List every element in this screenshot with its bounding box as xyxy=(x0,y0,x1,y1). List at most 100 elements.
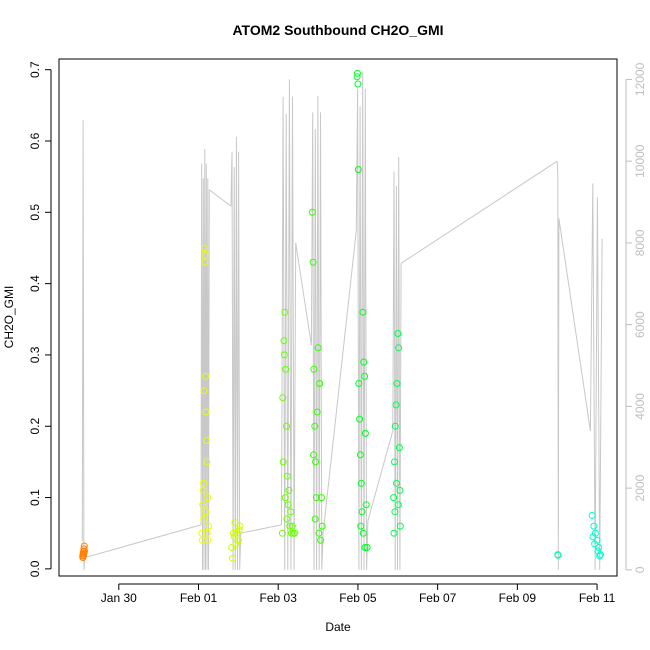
ch2o-point xyxy=(235,526,243,534)
altitude-flight-line xyxy=(589,183,603,570)
ch2o-point xyxy=(278,529,286,537)
ch2o-point xyxy=(590,522,598,530)
y-tick-label: 0.7 xyxy=(28,61,42,78)
altitude-transit-line xyxy=(558,218,591,431)
ch2o-point xyxy=(229,554,236,562)
chart-title: ATOM2 Southbound CH2O_GMI xyxy=(232,22,443,38)
ch2o-point xyxy=(284,501,292,509)
ch2o-point xyxy=(283,422,290,430)
y-tick-label: 0.3 xyxy=(28,346,42,363)
ch2o-point xyxy=(236,522,244,530)
ch2o-point xyxy=(279,394,287,402)
ch2o-point xyxy=(310,365,318,373)
ch2o-point xyxy=(394,330,402,337)
x-tick-label: Feb 01 xyxy=(180,591,218,605)
y-tick-label: 0.4 xyxy=(28,275,42,292)
ch2o-point xyxy=(199,486,207,494)
altitude-series xyxy=(81,71,603,570)
ch2o-point xyxy=(291,529,299,537)
ch2o-point xyxy=(358,508,366,516)
ch2o-point xyxy=(202,372,210,380)
x-tick-label: Feb 03 xyxy=(260,591,298,605)
ch2o-point xyxy=(361,544,369,551)
y-tick-label: 0.5 xyxy=(28,204,42,221)
ch2o-point xyxy=(283,515,291,523)
plot-frame xyxy=(58,58,618,577)
ch2o-point xyxy=(202,408,210,416)
ch2o-point xyxy=(595,544,603,551)
ch2o-point xyxy=(199,501,207,509)
altitude-transit-line xyxy=(84,524,202,559)
ch2o-point xyxy=(201,258,209,266)
ch2o-point xyxy=(283,472,291,480)
ch2o-point xyxy=(281,494,289,502)
ch2o-point xyxy=(205,522,212,530)
ch2o-point xyxy=(554,551,562,559)
ch2o-point xyxy=(317,536,325,544)
ch2o-point xyxy=(355,380,363,387)
ch2o-point xyxy=(229,529,237,537)
altitude-transit-line xyxy=(400,160,558,264)
ch2o-point xyxy=(361,429,369,437)
ch2o-point xyxy=(354,80,362,88)
y-tick-label: 0.2 xyxy=(28,418,42,435)
ch2o-point xyxy=(589,533,597,541)
ch2o-point xyxy=(357,479,365,487)
ch2o-point xyxy=(285,486,293,494)
x-tick-label: Feb 11 xyxy=(579,591,616,605)
ch2o-point xyxy=(353,73,361,81)
ch2o-point xyxy=(202,508,210,516)
ch2o-point xyxy=(200,387,208,395)
ch2o-point xyxy=(203,529,211,537)
ch2o-point xyxy=(314,344,322,352)
altitude-flight-line xyxy=(392,157,402,570)
right-y-tick-label: 0 xyxy=(633,566,647,573)
ch2o-point xyxy=(282,365,290,373)
ch2o-point xyxy=(204,494,212,502)
altitude-transit-line xyxy=(295,242,312,346)
ch2o-point xyxy=(231,519,239,526)
ch2o-point xyxy=(393,479,400,487)
ch2o-point xyxy=(596,552,604,560)
altitude-transit-line xyxy=(208,189,232,207)
ch2o-point xyxy=(204,536,212,544)
ch2o-point xyxy=(312,458,320,466)
ch2o-point xyxy=(288,522,296,530)
altitude-flight-line xyxy=(310,95,324,570)
ch2o-point xyxy=(361,372,369,380)
ch2o-point xyxy=(594,547,602,555)
right-y-tick-label: 6000 xyxy=(633,311,647,338)
altitude-transit-line xyxy=(322,230,357,534)
ch2o-point xyxy=(309,258,317,266)
ch2o-point xyxy=(317,494,325,502)
ch2o-point xyxy=(357,522,365,530)
ch2o-point xyxy=(316,380,324,387)
ch2o-point xyxy=(308,208,316,216)
ch2o-point xyxy=(362,501,370,509)
ch2o-point xyxy=(232,540,240,548)
ch2o-point xyxy=(80,542,88,550)
ch2o-point xyxy=(228,544,236,551)
ch2o-point xyxy=(310,451,317,459)
altitude-flight-line xyxy=(281,79,297,570)
ch2o-point xyxy=(394,501,402,509)
altitude-flight-line xyxy=(355,71,369,570)
ch2o-point xyxy=(356,451,364,459)
right-y-tick-label: 4000 xyxy=(633,393,647,420)
ch2o-point xyxy=(354,69,361,77)
x-tick-label: Jan 30 xyxy=(101,591,137,605)
ch2o-point xyxy=(281,308,289,316)
right-y-tick-label: 10000 xyxy=(633,144,647,178)
y-tick-label: 0.1 xyxy=(28,489,42,506)
ch2o-point xyxy=(391,508,399,516)
ch2o-point xyxy=(391,422,399,430)
right-y-tick-label: 8000 xyxy=(633,229,647,256)
ch2o-point xyxy=(591,540,599,548)
x-axis: Jan 30 Feb 01 Feb 03 Feb 05 Feb 07 Feb 09 Feb … xyxy=(101,583,616,605)
ch2o-point xyxy=(393,380,401,387)
ch2o-point xyxy=(390,494,398,502)
ch2o-point xyxy=(202,437,210,444)
y-tick-label: 0.0 xyxy=(28,560,42,577)
